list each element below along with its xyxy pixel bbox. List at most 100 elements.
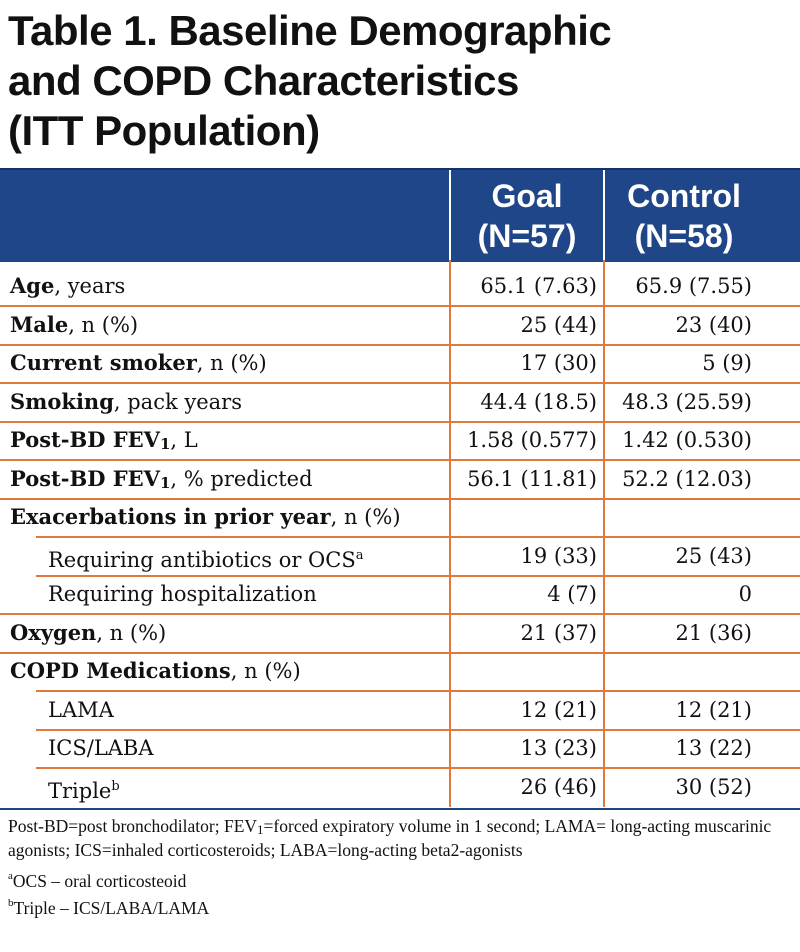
- row-label-rest: , L: [170, 428, 198, 452]
- row-label-text: LAMA: [48, 697, 114, 722]
- header-control-name: Control: [627, 178, 741, 214]
- row-label-bold: Post-BD FEV: [10, 465, 160, 491]
- table-body: Age, years 65.1 (7.63) 65.9 (7.55) Male, n …: [0, 260, 800, 808]
- footnote-b-text: Triple – ICS/LABA/LAMA: [13, 898, 210, 918]
- table-title: Table 1. Baseline Demographic and COPD C…: [8, 6, 788, 156]
- table-row: COPD Medications, n (%): [0, 653, 800, 689]
- cell-goal: 25 (44): [520, 312, 597, 337]
- row-label: Post-BD FEV1, % predicted: [10, 461, 313, 497]
- row-separator: [36, 728, 800, 731]
- row-label: Age, years: [10, 268, 125, 304]
- footnote-b-mark: b: [8, 897, 14, 909]
- row-label-rest: , n (%): [230, 659, 301, 683]
- row-label-bold: Age: [10, 273, 55, 298]
- cell-control: 12 (21): [675, 697, 752, 722]
- cell-goal: 12 (21): [520, 697, 597, 722]
- table-row: Post-BD FEV1, L 1.58 (0.577) 1.42 (0.530): [0, 422, 800, 458]
- row-label: Tripleb: [48, 769, 120, 805]
- footnote-a-mark: a: [8, 870, 13, 882]
- row-label-superscript: b: [111, 778, 120, 794]
- row-label: Oxygen, n (%): [10, 615, 166, 651]
- row-label-bold: Exacerbations in prior year: [10, 504, 331, 529]
- cell-control: 52.2 (12.03): [622, 466, 752, 491]
- cell-goal: [452, 653, 597, 689]
- header-goal: Goal (N=57): [451, 170, 603, 262]
- cell-goal: 56.1 (11.81): [467, 466, 597, 491]
- row-label-bold: Current smoker: [10, 350, 197, 375]
- title-line-3: (ITT Population): [8, 107, 320, 154]
- row-separator: [36, 690, 800, 692]
- table-row: Tripleb 26 (46) 30 (52): [0, 769, 800, 805]
- row-label-superscript: a: [355, 547, 364, 563]
- row-label-bold: Post-BD FEV: [10, 427, 160, 452]
- table-row: Current smoker, n (%) 17 (30) 5 (9): [0, 345, 800, 381]
- row-label-rest: , n (%): [96, 620, 167, 645]
- row-label: Current smoker, n (%): [10, 345, 267, 381]
- header-goal-n: (N=57): [477, 218, 577, 254]
- table-row: Requiring antibiotics or OCSa 19 (33) 25 (…: [0, 538, 800, 574]
- footnote-b: bTriple – ICS/LABA/LAMA: [8, 892, 788, 919]
- cell-control: [606, 499, 752, 535]
- cell-goal: 1.58 (0.577): [467, 428, 597, 452]
- cell-goal: 13 (23): [520, 736, 597, 760]
- abbrev-text-cont: =forced expiratory volume in 1 second; L…: [8, 816, 772, 860]
- row-separator: [0, 382, 800, 384]
- table-row: Male, n (%) 25 (44) 23 (40): [0, 307, 800, 343]
- cell-goal: 4 (7): [547, 582, 597, 606]
- row-separator: [36, 536, 800, 538]
- cell-control: 0: [738, 582, 752, 606]
- cell-control: 21 (36): [675, 620, 752, 645]
- row-separator: [0, 459, 800, 461]
- column-divider: [603, 260, 605, 807]
- row-separator: [0, 420, 800, 423]
- row-label: Requiring hospitalization: [48, 576, 317, 612]
- cell-control: 13 (22): [675, 736, 752, 760]
- row-separator: [0, 305, 800, 307]
- row-label-text: ICS/LABA: [48, 736, 154, 760]
- abbrev-subscript: 1: [257, 822, 264, 837]
- table-row: Smoking, pack years 44.4 (18.5) 48.3 (25.5…: [0, 384, 800, 420]
- row-label-text: Requiring hospitalization: [48, 582, 317, 606]
- row-label-rest: , n (%): [68, 312, 139, 337]
- row-separator: [0, 613, 800, 615]
- table-row: Exacerbations in prior year, n (%): [0, 499, 800, 535]
- row-separator: [36, 767, 800, 769]
- row-label: Male, n (%): [10, 307, 138, 343]
- row-separator: [0, 343, 800, 346]
- row-label-rest: , pack years: [113, 389, 242, 414]
- footnote-a: aOCS – oral corticosteoid: [8, 865, 788, 892]
- row-label: Post-BD FEV1, L: [10, 422, 198, 458]
- cell-control: 48.3 (25.59): [622, 389, 752, 414]
- header-goal-name: Goal: [491, 178, 563, 214]
- header-divider: [449, 170, 451, 262]
- cell-goal: 17 (30): [520, 351, 597, 375]
- row-label-text: Requiring antibiotics or OCS: [48, 547, 356, 572]
- row-label: ICS/LABA: [48, 730, 154, 766]
- header-divider: [603, 170, 605, 262]
- table-header: Goal (N=57) Control (N=58): [0, 168, 800, 262]
- header-gap: [0, 266, 800, 268]
- header-control: Control (N=58): [605, 170, 763, 262]
- row-label: Exacerbations in prior year, n (%): [10, 499, 401, 535]
- table-row: Requiring hospitalization 4 (7) 0: [0, 576, 800, 612]
- row-label: Requiring antibiotics or OCSa: [48, 538, 364, 574]
- row-label: COPD Medications, n (%): [10, 653, 301, 689]
- title-line-1: Table 1. Baseline Demographic: [8, 7, 612, 54]
- table-row: LAMA 12 (21) 12 (21): [0, 692, 800, 728]
- table-bottom-rule: [0, 808, 800, 810]
- cell-control: 5 (9): [702, 351, 752, 375]
- row-label-bold: Oxygen: [10, 619, 97, 645]
- row-label-rest: , n (%): [330, 505, 401, 529]
- row-label-subscript: 1: [159, 435, 171, 453]
- row-label-rest: , years: [54, 274, 126, 298]
- column-divider: [449, 260, 451, 807]
- row-label-rest: , % predicted: [170, 466, 313, 491]
- cell-control: 30 (52): [675, 774, 752, 799]
- footnote-a-text: OCS – oral corticosteoid: [12, 871, 187, 891]
- cell-control: 25 (43): [675, 543, 752, 568]
- abbreviations-note: Post-BD=post bronchodilator; FEV1=forced…: [8, 816, 788, 861]
- table-row: ICS/LABA 13 (23) 13 (22): [0, 730, 800, 766]
- cell-control: [606, 653, 752, 689]
- header-control-n: (N=58): [634, 218, 734, 254]
- table-row: Oxygen, n (%) 21 (37) 21 (36): [0, 615, 800, 651]
